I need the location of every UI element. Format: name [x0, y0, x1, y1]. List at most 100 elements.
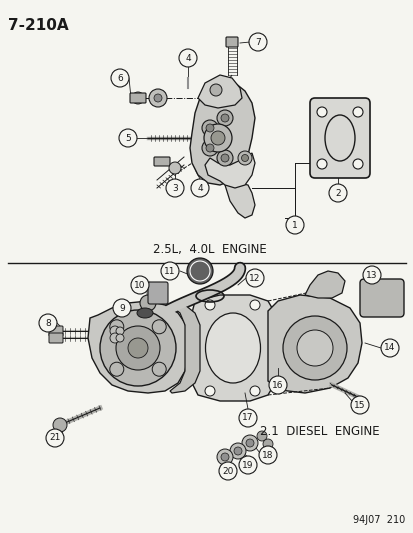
- Polygon shape: [190, 78, 254, 185]
- Text: 14: 14: [383, 343, 395, 352]
- Text: 8: 8: [45, 319, 51, 327]
- Circle shape: [316, 159, 326, 169]
- Circle shape: [113, 299, 131, 317]
- Text: 7-210A: 7-210A: [8, 18, 69, 33]
- FancyBboxPatch shape: [49, 326, 63, 336]
- Circle shape: [204, 300, 214, 310]
- Circle shape: [110, 326, 120, 336]
- Polygon shape: [192, 295, 274, 401]
- Circle shape: [233, 447, 242, 455]
- Circle shape: [249, 386, 259, 396]
- Circle shape: [245, 269, 263, 287]
- Circle shape: [238, 409, 256, 427]
- Text: 11: 11: [164, 266, 176, 276]
- Text: 21: 21: [49, 433, 61, 442]
- Circle shape: [140, 295, 156, 311]
- Circle shape: [259, 446, 276, 464]
- Circle shape: [110, 333, 120, 343]
- Circle shape: [116, 334, 124, 342]
- Circle shape: [268, 376, 286, 394]
- Circle shape: [328, 184, 346, 202]
- Circle shape: [202, 140, 218, 156]
- Circle shape: [352, 107, 362, 117]
- Polygon shape: [304, 271, 344, 298]
- FancyBboxPatch shape: [359, 279, 403, 317]
- Circle shape: [211, 131, 224, 145]
- Circle shape: [221, 453, 228, 461]
- Ellipse shape: [137, 308, 153, 318]
- Circle shape: [221, 154, 228, 162]
- Text: 4: 4: [197, 183, 202, 192]
- Text: 5: 5: [125, 133, 131, 142]
- Circle shape: [152, 362, 166, 376]
- Text: 13: 13: [366, 271, 377, 279]
- Circle shape: [131, 276, 149, 294]
- Circle shape: [316, 107, 326, 117]
- Circle shape: [216, 110, 233, 126]
- Circle shape: [262, 439, 272, 449]
- Circle shape: [285, 216, 303, 234]
- Circle shape: [380, 339, 398, 357]
- Circle shape: [169, 162, 180, 174]
- Text: 17: 17: [242, 414, 253, 423]
- Circle shape: [154, 94, 161, 102]
- Circle shape: [152, 320, 166, 334]
- Circle shape: [109, 362, 123, 376]
- FancyBboxPatch shape: [225, 37, 237, 47]
- Polygon shape: [88, 301, 188, 393]
- FancyBboxPatch shape: [49, 333, 63, 343]
- Text: 2.1  DIESEL  ENGINE: 2.1 DIESEL ENGINE: [259, 425, 379, 438]
- Circle shape: [209, 84, 221, 96]
- Circle shape: [46, 429, 64, 447]
- Circle shape: [256, 431, 266, 441]
- Circle shape: [241, 155, 248, 161]
- Circle shape: [352, 159, 362, 169]
- Circle shape: [362, 266, 380, 284]
- Circle shape: [216, 150, 233, 166]
- Circle shape: [238, 456, 256, 474]
- Circle shape: [178, 49, 197, 67]
- Circle shape: [204, 386, 214, 396]
- Text: 4: 4: [185, 53, 190, 62]
- Circle shape: [187, 258, 212, 284]
- Text: 2: 2: [335, 189, 340, 198]
- Circle shape: [245, 439, 254, 447]
- Circle shape: [109, 320, 123, 334]
- Circle shape: [39, 314, 57, 332]
- Circle shape: [350, 396, 368, 414]
- Circle shape: [149, 89, 166, 107]
- Text: 12: 12: [249, 273, 260, 282]
- Circle shape: [100, 310, 176, 386]
- FancyBboxPatch shape: [309, 98, 369, 178]
- Text: 20: 20: [222, 466, 233, 475]
- Circle shape: [296, 330, 332, 366]
- Circle shape: [111, 69, 129, 87]
- Text: 3: 3: [172, 183, 178, 192]
- Text: 19: 19: [242, 461, 253, 470]
- Polygon shape: [224, 183, 254, 218]
- Polygon shape: [204, 153, 254, 188]
- FancyBboxPatch shape: [130, 93, 146, 103]
- Circle shape: [161, 262, 178, 280]
- Circle shape: [116, 327, 124, 335]
- Polygon shape: [267, 295, 361, 393]
- Circle shape: [119, 129, 137, 147]
- FancyBboxPatch shape: [147, 282, 168, 304]
- FancyBboxPatch shape: [154, 157, 170, 166]
- Circle shape: [249, 300, 259, 310]
- Circle shape: [116, 326, 159, 370]
- Text: 9: 9: [119, 303, 125, 312]
- Circle shape: [204, 124, 231, 152]
- Circle shape: [248, 33, 266, 51]
- Circle shape: [206, 124, 214, 132]
- Text: 6: 6: [117, 74, 123, 83]
- Text: 16: 16: [272, 381, 283, 390]
- Circle shape: [128, 338, 147, 358]
- Circle shape: [206, 144, 214, 152]
- Circle shape: [282, 316, 346, 380]
- Circle shape: [132, 92, 144, 104]
- Text: 94J07  210: 94J07 210: [352, 515, 404, 525]
- Polygon shape: [197, 75, 242, 108]
- Circle shape: [237, 151, 252, 165]
- Text: 10: 10: [134, 280, 145, 289]
